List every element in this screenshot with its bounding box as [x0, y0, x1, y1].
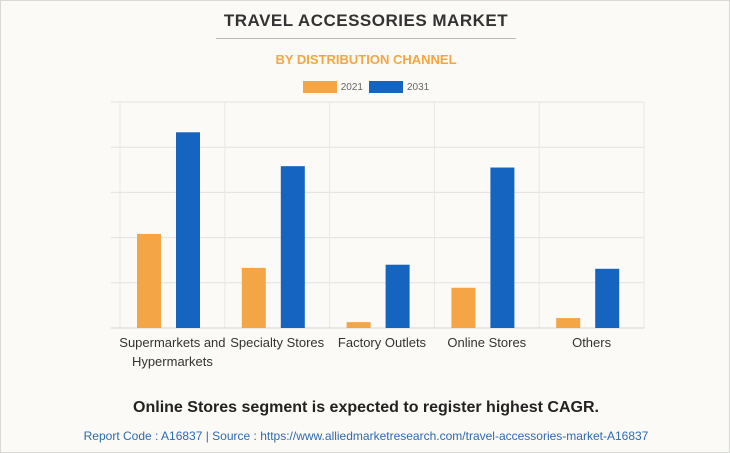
x-tick-label: Supermarkets and	[119, 335, 225, 350]
bar-2031	[385, 264, 410, 328]
legend: 2021 2031	[1, 81, 729, 93]
key-finding: Online Stores segment is expected to reg…	[133, 399, 599, 416]
bar-2021	[241, 267, 266, 328]
x-tick-label: Online Stores	[447, 335, 526, 350]
bar-2021	[137, 233, 161, 328]
legend-label: 2021	[340, 81, 363, 93]
bar-2031	[176, 132, 200, 328]
title-divider	[216, 38, 516, 39]
x-tick-label: Specialty Stores	[230, 335, 324, 350]
bar-2021	[346, 322, 371, 328]
legend-label: 2031	[407, 81, 430, 93]
bar-2021	[451, 287, 476, 328]
x-tick-label: Factory Outlets	[338, 335, 427, 350]
source-line: Report Code : A16837 | Source : https://…	[83, 429, 649, 443]
legend-swatch	[369, 81, 403, 93]
bar-2031	[490, 167, 515, 328]
bar-2021	[556, 318, 581, 328]
chart-subtitle: BY DISTRIBUTION CHANNEL	[275, 52, 457, 67]
x-tick-label: Hypermarkets	[132, 354, 213, 369]
chart-title: TRAVEL ACCESSORIES MARKET	[223, 11, 509, 30]
bar-2031	[595, 268, 620, 328]
legend-item-2021[interactable]: 2021	[302, 81, 363, 93]
x-tick-label: Others	[572, 335, 612, 350]
legend-item-2031[interactable]: 2031	[369, 81, 429, 93]
legend-swatch	[302, 81, 337, 93]
bar-2031	[280, 166, 305, 328]
